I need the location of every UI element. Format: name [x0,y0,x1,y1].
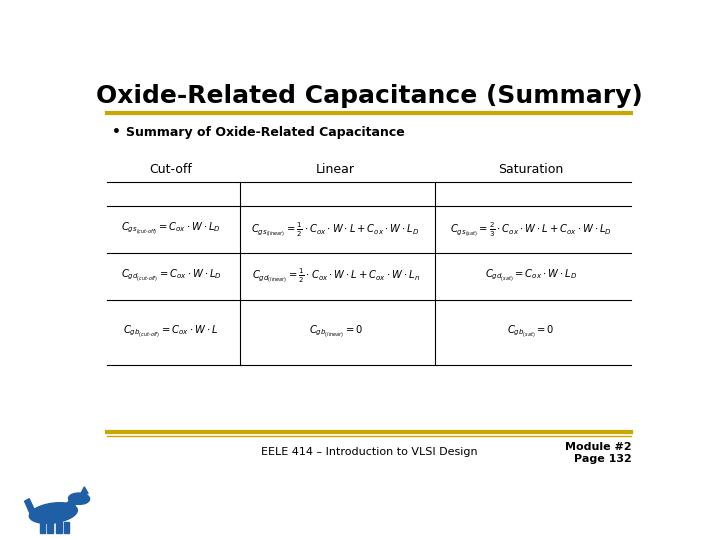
Bar [40,522,45,532]
Polygon shape [81,487,88,494]
Text: $C_{gs_{(linear)}} = \frac{1}{2} \cdot C_{ox} \cdot W \cdot L + C_{ox} \cdot W \: $C_{gs_{(linear)}} = \frac{1}{2} \cdot C… [251,220,420,239]
Polygon shape [24,499,35,515]
Text: EELE 414 – Introduction to VLSI Design: EELE 414 – Introduction to VLSI Design [261,447,477,457]
Text: Summary of Oxide-Related Capacitance: Summary of Oxide-Related Capacitance [126,126,405,139]
Text: $C_{gb_{(linear)}} = 0$: $C_{gb_{(linear)}} = 0$ [309,325,362,340]
Text: $C_{gb_{(cut\text{-}off)}} = C_{ox} \cdot W \cdot L$: $C_{gb_{(cut\text{-}off)}} = C_{ox} \cdo… [123,325,218,340]
Text: Cut-off: Cut-off [150,163,192,176]
Text: Saturation: Saturation [498,163,564,176]
Text: $C_{gd_{(cut\text{-}off)}} = C_{ox} \cdot W \cdot L_D$: $C_{gd_{(cut\text{-}off)}} = C_{ox} \cdo… [120,268,221,284]
Bar [64,522,69,532]
Text: •: • [112,125,121,139]
Text: $C_{gb_{(sat)}} = 0$: $C_{gb_{(sat)}} = 0$ [507,325,554,340]
Text: $C_{gs_{(cut\text{-}off)}} = C_{ox} \cdot W \cdot L_D$: $C_{gs_{(cut\text{-}off)}} = C_{ox} \cdo… [121,221,221,238]
Text: Page 132: Page 132 [574,454,631,464]
Text: $C_{gs_{(sat)}} = \frac{2}{3} \cdot C_{ox} \cdot W \cdot L + C_{ox} \cdot W \cdo: $C_{gs_{(sat)}} = \frac{2}{3} \cdot C_{o… [450,220,612,239]
Bar [56,522,62,532]
Text: Module #2: Module #2 [564,442,631,453]
Ellipse shape [30,503,77,523]
Text: $C_{gd_{(sat)}} = C_{ox} \cdot W \cdot L_D$: $C_{gd_{(sat)}} = C_{ox} \cdot W \cdot L… [485,268,577,284]
Text: Linear: Linear [316,163,355,176]
Polygon shape [63,500,77,510]
Text: Oxide-Related Capacitance (Summary): Oxide-Related Capacitance (Summary) [96,84,642,108]
Text: $C_{gd_{(linear)}} = \frac{1}{2} \cdot C_{ox} \cdot W \cdot L + C_{ox} \cdot W \: $C_{gd_{(linear)}} = \frac{1}{2} \cdot C… [251,267,420,286]
Ellipse shape [68,493,89,504]
Bar [48,522,53,532]
